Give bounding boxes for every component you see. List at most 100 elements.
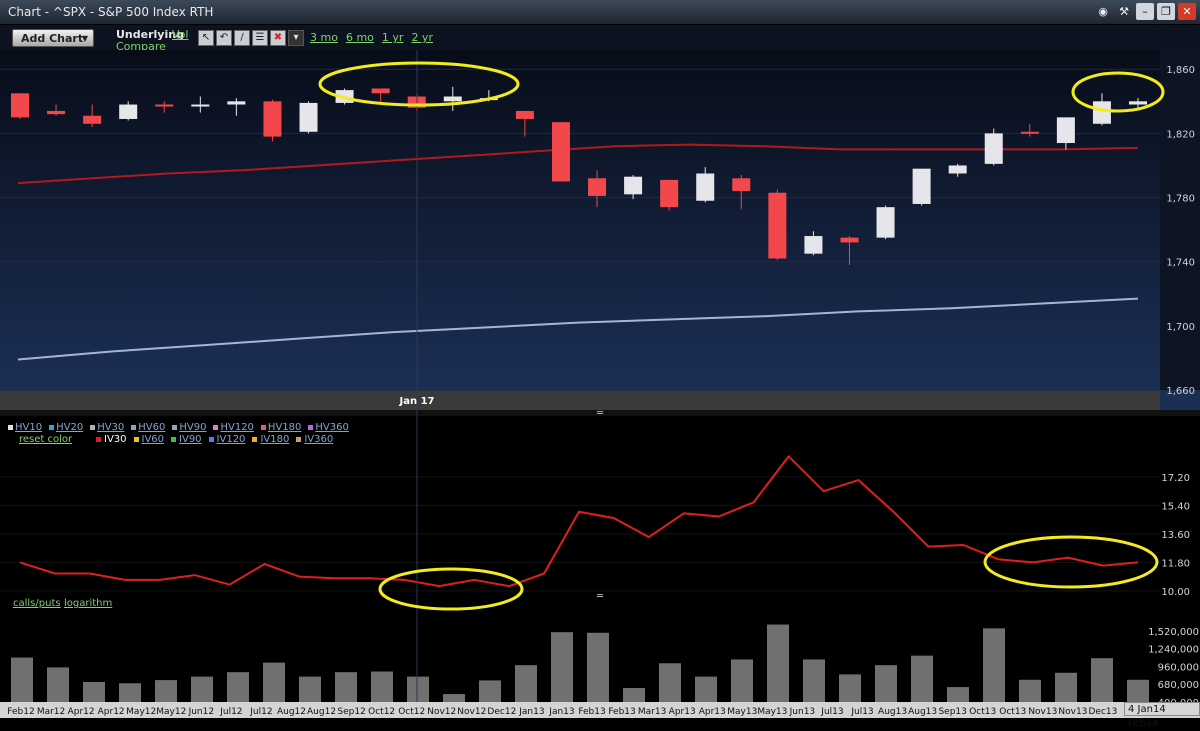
legend-swatch [308, 425, 314, 430]
iv30-series [19, 454, 1139, 588]
compare-link[interactable]: Compare [116, 40, 166, 53]
candle-body [47, 110, 66, 115]
x-tick-label: Mar13 [638, 707, 666, 717]
x-tick-label: Mar12 [37, 707, 65, 717]
candle-body [732, 178, 751, 192]
hv-legend: HV10 HV20 HV30 HV60 HV90 HV120 HV180 HV360 [8, 422, 349, 433]
trendline-icon[interactable]: ∕ [234, 30, 250, 46]
volume-bar [551, 632, 573, 702]
logarithm-link[interactable]: logarithm [64, 598, 113, 609]
period-3mo[interactable]: 3 mo [310, 31, 338, 44]
candle-body [515, 110, 534, 119]
window-title: Chart - ^SPX - S&P 500 Index RTH [8, 5, 214, 19]
x-tick-label: Jul13 [820, 707, 843, 717]
cursor-icon[interactable]: ↖ [198, 30, 214, 46]
splitter-grip-icon[interactable]: ═ [596, 408, 604, 419]
candle-body [984, 133, 1003, 164]
chevron-down-icon[interactable]: ▼ [81, 34, 88, 43]
iv-legend-item[interactable]: IV90 [171, 434, 202, 445]
panel-splitter[interactable] [0, 410, 1200, 416]
x-tick-label: Jul13 [850, 707, 873, 717]
period-1yr[interactable]: 1 yr [381, 31, 404, 44]
x-tick-label: Apr12 [68, 707, 95, 717]
hv-legend-label: HV10 [15, 422, 43, 433]
price-tick-label: 1,780 [1166, 194, 1195, 205]
price-axis-bg [1160, 50, 1200, 390]
x-tick-label: May13 [727, 707, 757, 717]
iv-legend-item[interactable]: IV60 [133, 434, 164, 445]
price-tick-label: 1,820 [1166, 129, 1195, 140]
x-tick-label: Jan13 [518, 707, 544, 717]
hv-legend-item[interactable]: HV180 [260, 422, 301, 433]
hv-legend-item[interactable]: HV10 [8, 422, 42, 433]
x-tick-label: Apr13 [699, 707, 726, 717]
candle-body [624, 176, 643, 195]
x-tick-label: Nov13 [1028, 707, 1057, 717]
volume-bar [371, 671, 393, 702]
vol-toggle[interactable]: Vol [172, 28, 189, 41]
hv-legend-label: HV90 [179, 422, 207, 433]
x-tick-label: Apr12 [98, 707, 125, 717]
undo-icon[interactable]: ↶ [216, 30, 232, 46]
x-tick-label: Dec13 [1089, 707, 1118, 717]
camera-icon[interactable]: ◉ [1098, 5, 1108, 18]
hv-legend-item[interactable]: HV90 [172, 422, 206, 433]
vol-splitter-grip-icon[interactable]: ═ [596, 591, 604, 602]
vol-tick-label: 11.80 [1161, 558, 1190, 569]
calls-puts-link[interactable]: calls/puts [13, 598, 61, 609]
vol-tick-label: 15.40 [1161, 501, 1190, 512]
drawing-tools: ↖ ↶ ∕ ☰ ✖ ▾ [198, 30, 304, 46]
volume-bar [407, 676, 429, 702]
volume-bar [263, 662, 285, 702]
x-tick-label: Oct13 [969, 707, 996, 717]
volume-bar [911, 655, 933, 702]
candle-body [83, 115, 102, 124]
x-tick-label: Dec12 [487, 707, 516, 717]
period-6mo[interactable]: 6 mo [345, 31, 374, 44]
iv-legend-label: IV120 [216, 434, 246, 445]
hv-legend-item[interactable]: HV60 [131, 422, 165, 433]
restore-button[interactable]: ❐ [1157, 3, 1175, 20]
hv-legend-label: HV360 [315, 422, 349, 433]
volume-bar [299, 676, 321, 702]
legend-swatch [131, 425, 137, 430]
hv-legend-item[interactable]: HV120 [213, 422, 254, 433]
hv-legend-item[interactable]: HV360 [308, 422, 349, 433]
vol-grid [0, 476, 1160, 592]
iv-legend-label: IV90 [179, 434, 202, 445]
volume-bar [767, 624, 789, 702]
hv-legend-item[interactable]: HV20 [49, 422, 83, 433]
candle-body [876, 207, 895, 238]
volume-bar [659, 663, 681, 702]
iv-legend-item[interactable]: IV30 [96, 434, 127, 445]
hv-legend-item[interactable]: HV30 [90, 422, 124, 433]
volume-bar [983, 628, 1005, 702]
moving-average-short [17, 143, 1139, 185]
minimize-button[interactable]: – [1136, 3, 1154, 20]
iv-legend-item[interactable]: IV120 [208, 434, 246, 445]
volume-bar [587, 632, 609, 702]
candle-body [551, 122, 570, 182]
candle-body [443, 96, 462, 102]
close-button[interactable]: ✕ [1178, 3, 1196, 20]
add-chart-button[interactable]: Add Chart ▼ [12, 29, 94, 47]
volume-bar [695, 676, 717, 702]
candle-body [588, 178, 607, 196]
wrench-icon[interactable]: ⚒ [1119, 5, 1129, 18]
time-scrollbar[interactable]: 4 Jan14 Feb14 [1124, 702, 1200, 729]
volume-bar [11, 657, 33, 702]
tools-menu-chevron-icon[interactable]: ▾ [288, 30, 304, 46]
underlying-toggle[interactable]: Underlying [116, 28, 184, 41]
reset-color-link[interactable]: reset color [19, 434, 73, 445]
iv-legend-item[interactable]: IV180 [252, 434, 289, 445]
volume-bar [1127, 679, 1149, 702]
fibonacci-icon[interactable]: ☰ [252, 30, 268, 46]
volume-tick-label: 960,000 [1158, 662, 1199, 673]
iv-legend-item[interactable]: IV360 [296, 434, 333, 445]
delete-drawing-icon[interactable]: ✖ [270, 30, 286, 46]
period-2yr[interactable]: 2 yr [411, 31, 433, 44]
candle-body [263, 101, 282, 137]
chart-toolbar: Add Chart ▼ Underlying Vol Compare ↖ ↶ ∕… [0, 24, 1200, 53]
chart-canvas[interactable]: Jan 17 ═ 1,8601,8201,7801,7401,7001,660 … [0, 50, 1200, 718]
x-tick-label: May12 [156, 707, 186, 717]
